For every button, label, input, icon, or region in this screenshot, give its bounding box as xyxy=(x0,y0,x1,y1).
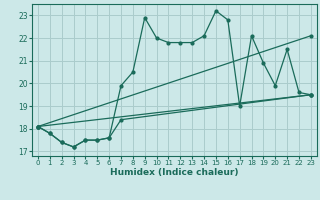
X-axis label: Humidex (Indice chaleur): Humidex (Indice chaleur) xyxy=(110,168,239,177)
